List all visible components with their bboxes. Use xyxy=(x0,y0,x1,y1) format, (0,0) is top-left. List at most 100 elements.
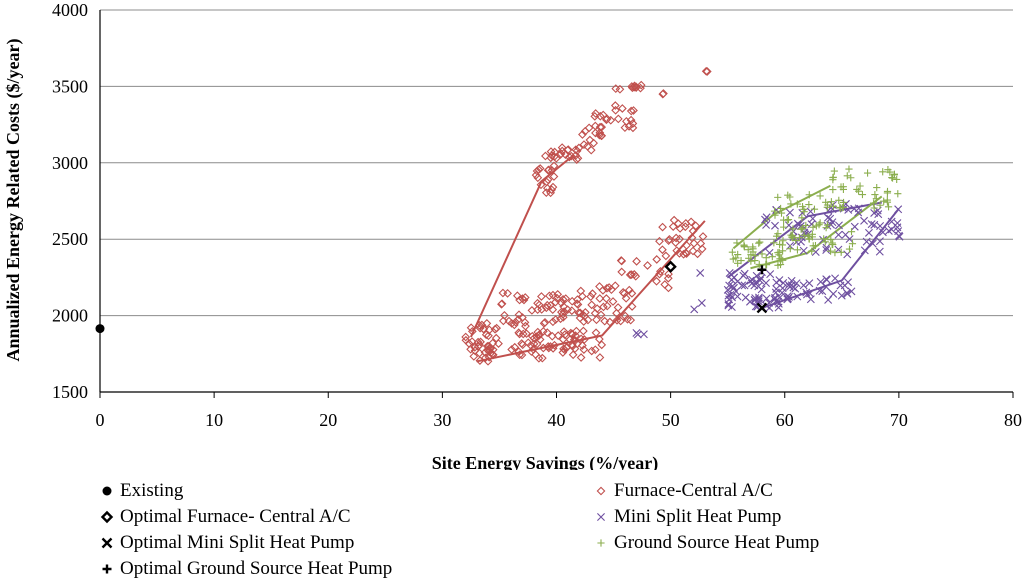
mini-split-heat-pump-point xyxy=(860,216,869,225)
furnace-central-a-c-point xyxy=(669,215,679,225)
ground-source-heat-pump-point xyxy=(798,214,806,222)
ground-source-heat-pump-point xyxy=(883,187,892,196)
ground-source-heat-pump-point xyxy=(789,225,797,233)
ground-source-heat-pump-point xyxy=(856,182,864,190)
mini-split-heat-pump-point xyxy=(829,289,838,298)
ground-source-heat-pump-point xyxy=(728,248,736,256)
furnace-central-a-c-point xyxy=(624,285,634,295)
furnace-central-a-c-point xyxy=(689,238,699,248)
mini-split-heat-pump-point xyxy=(754,293,763,302)
furnace-central-a-c-point xyxy=(627,302,637,311)
furnace-central-a-c-point xyxy=(602,301,612,311)
mini-split-heat-pump-point xyxy=(799,246,808,255)
mini-split-heat-pump-point xyxy=(726,290,735,299)
legend-item: Optimal Furnace- Central A/C xyxy=(100,504,392,530)
mini-split-heat-pump-point xyxy=(822,246,831,254)
mini-split-heat-pump-point xyxy=(850,222,859,231)
furnace-central-a-c-point xyxy=(576,353,586,362)
ground-source-heat-pump-point xyxy=(839,198,848,207)
furnace-central-a-c-point xyxy=(483,356,493,366)
ground-source-heat-pump-point xyxy=(873,183,881,192)
ground-source-heat-pump-point xyxy=(828,239,836,247)
furnace-central-a-c-point xyxy=(517,350,527,360)
mini-split-heat-pump-point xyxy=(772,205,781,214)
furnace-central-a-c-point xyxy=(578,341,587,350)
furnace-central-a-c-point xyxy=(549,172,559,181)
ground-source-heat-pump-point xyxy=(755,239,763,247)
mini-split-heat-pump-point xyxy=(799,281,808,290)
mini-split-heat-pump-point xyxy=(762,294,771,303)
y-tick-label: 1500 xyxy=(52,382,88,402)
x-tick-label: 60 xyxy=(776,410,794,430)
ground-source-heat-pump-point xyxy=(847,228,856,236)
legend-marker xyxy=(100,510,114,524)
furnace-central-a-c-point xyxy=(564,152,574,162)
furnace-central-a-c-point xyxy=(605,317,615,327)
ground-source-heat-pump-point xyxy=(829,202,838,210)
ground-source-heat-pump-point xyxy=(775,248,783,256)
furnace-central-a-c-point xyxy=(556,149,566,159)
ground-source-heat-pump-point xyxy=(777,204,785,213)
furnace-central-a-c-point xyxy=(515,295,524,305)
furnace-central-a-c-point xyxy=(549,161,559,171)
legend-label: Existing xyxy=(120,480,184,501)
furnace-central-a-c-point xyxy=(532,339,542,349)
furnace-central-a-c-point xyxy=(466,323,476,333)
mini-split-heat-pump-point xyxy=(793,219,802,228)
ground-source-heat-pump-point xyxy=(777,209,786,217)
ground-source-heat-pump-point xyxy=(847,174,855,182)
ground-source-heat-pump-point xyxy=(894,190,902,198)
furnace-central-a-c-point xyxy=(664,269,673,279)
furnace-central-a-c-point xyxy=(628,123,638,133)
furnace-central-a-c-point xyxy=(587,300,597,310)
furnace-central-a-c-point xyxy=(612,315,622,325)
ground-source-heat-pump-point xyxy=(809,242,817,250)
mini-split-heat-pump-point xyxy=(756,276,765,285)
furnace-central-a-c-point xyxy=(552,293,562,303)
furnace-central-a-c-point xyxy=(590,345,600,355)
furnace-central-a-c-point xyxy=(636,80,646,90)
furnace-central-a-c-point xyxy=(488,338,498,348)
furnace-central-a-c-point xyxy=(518,329,528,339)
mini-split-heat-pump-point xyxy=(802,288,811,297)
furnace-central-a-c-point xyxy=(480,348,490,357)
furnace-central-a-c-point xyxy=(497,299,507,309)
furnace-central-a-c-point xyxy=(461,332,471,342)
furnace-central-a-c-point xyxy=(571,326,581,336)
furnace-central-a-c-point xyxy=(613,114,623,124)
mini-split-heat-pump-point xyxy=(807,220,816,229)
mini-split-heat-pump-point xyxy=(785,208,794,217)
furnace-central-a-c-point xyxy=(590,121,600,131)
furnace-central-a-c-point xyxy=(682,249,691,258)
furnace-central-a-c-point xyxy=(591,109,601,118)
ground-source-heat-pump-point xyxy=(776,240,784,249)
furnace-central-a-c-point xyxy=(628,119,638,128)
furnace-central-a-c-point xyxy=(663,273,673,283)
furnace-central-a-c-point xyxy=(586,292,596,301)
gridlines xyxy=(100,9,1013,317)
furnace-central-a-c-point xyxy=(571,145,581,155)
ground-source-heat-pump-point xyxy=(780,216,788,224)
mini-split-heat-pump-point xyxy=(762,213,771,222)
furnace-central-a-c-point xyxy=(475,348,484,358)
furnace-central-a-c-point xyxy=(597,131,607,141)
ground-source-heat-pump-point xyxy=(793,246,802,254)
ground-source-heat-pump-point xyxy=(805,191,813,199)
furnace-central-a-c-point xyxy=(498,316,508,326)
furnace-central-a-c-point xyxy=(697,244,707,254)
ground-source-heat-pump-point xyxy=(800,231,808,239)
mini-split-heat-pump-point xyxy=(834,221,843,230)
furnace-central-a-c-point xyxy=(679,249,688,259)
furnace-central-a-c-point xyxy=(544,343,554,353)
furnace-central-a-c-point xyxy=(537,304,547,314)
furnace-central-a-c-point xyxy=(477,320,487,330)
furnace-central-a-c-point xyxy=(615,84,625,94)
furnace-central-a-c-point xyxy=(548,290,558,300)
furnace-central-a-c-point xyxy=(573,153,583,163)
mini-split-heat-pump-point xyxy=(697,298,706,307)
furnace-central-a-c-point xyxy=(621,293,631,303)
furnace-central-a-c-point xyxy=(631,82,641,92)
furnace-central-a-c-point xyxy=(613,303,623,312)
ground-source-heat-pump-point xyxy=(853,185,861,193)
furnace-central-a-c-point xyxy=(541,151,550,161)
